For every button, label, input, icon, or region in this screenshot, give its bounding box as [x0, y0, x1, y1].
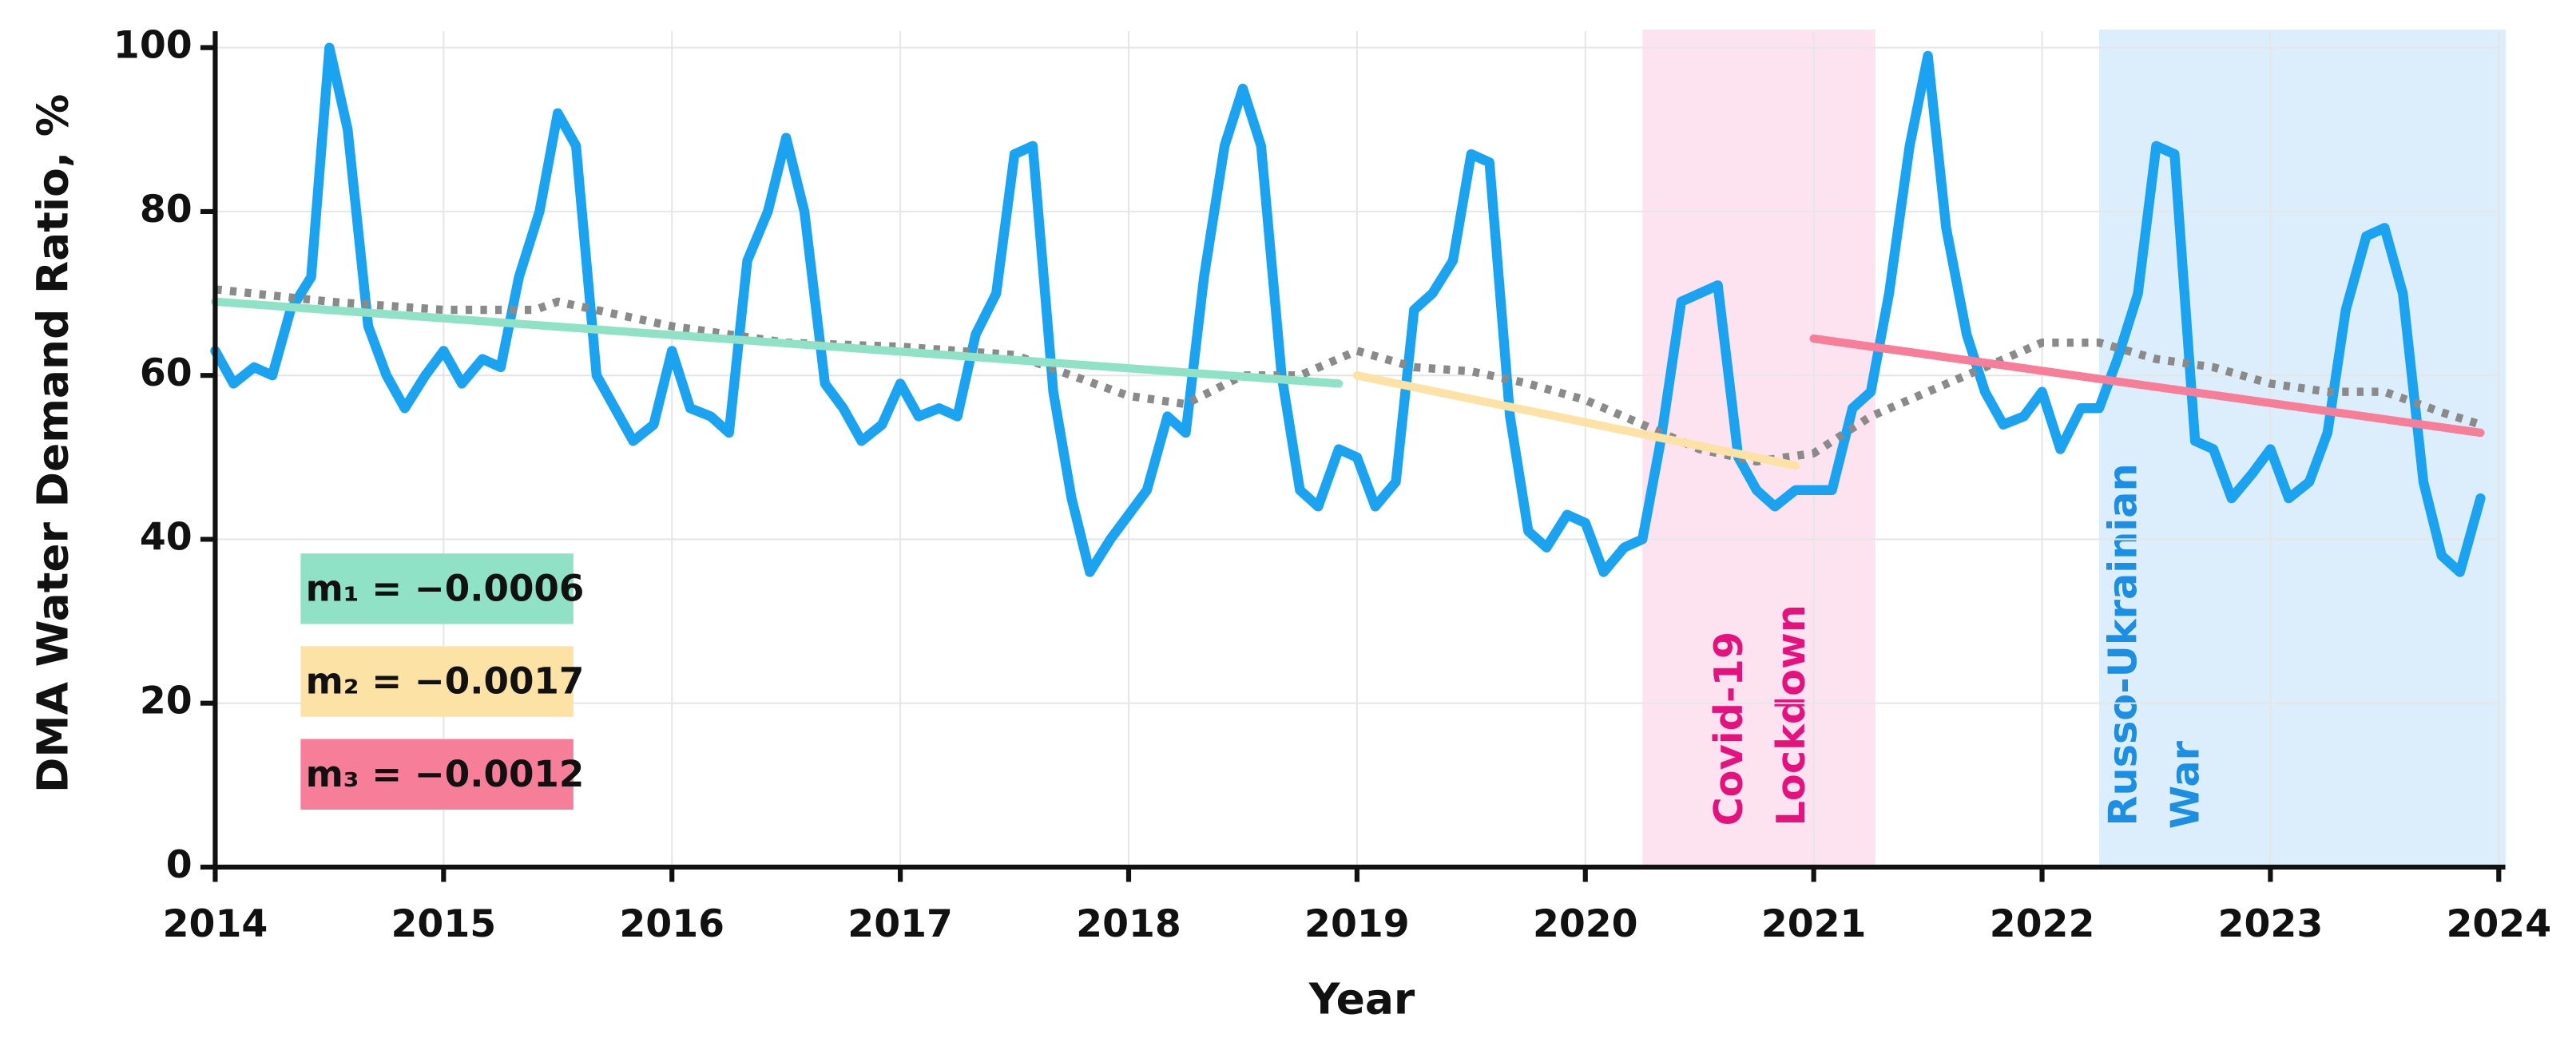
- y-axis-title: DMA Water Demand Ratio, %: [28, 94, 78, 793]
- x-tick-label: 2016: [619, 902, 724, 946]
- highlight-span: [1642, 30, 1875, 867]
- marks: [210, 42, 2486, 577]
- x-tick-label: 2019: [1304, 902, 1410, 946]
- x-tick-label: 2017: [847, 902, 953, 946]
- legend-swatch: [300, 739, 574, 810]
- legend-label: m₂ = −0.0017: [306, 660, 585, 703]
- x-tick-label: 2024: [2446, 902, 2551, 946]
- y-tick-label: 80: [140, 188, 193, 232]
- y-tick-label: 60: [140, 351, 193, 395]
- highlight-span: [2099, 30, 2506, 867]
- y-tick-label: 20: [140, 679, 193, 723]
- data-line: [210, 42, 2486, 577]
- y-tick-label: 40: [140, 515, 193, 559]
- grid: [214, 31, 2500, 868]
- x-tick-label: 2015: [391, 902, 497, 946]
- x-tick-label: 2022: [1990, 902, 2095, 946]
- legend-label: m₃ = −0.0012: [306, 753, 585, 795]
- y-tick-label: 100: [113, 24, 193, 68]
- y-tick-label: 0: [166, 843, 193, 887]
- legend-swatch: [300, 553, 574, 624]
- x-tick-label: 2023: [2218, 902, 2324, 946]
- x-tick-label: 2018: [1076, 902, 1181, 946]
- span-label: Russo-Ukrainian: [2099, 463, 2145, 826]
- spans: Covid-19 Lockdown Russo-Ukrainian War: [1642, 30, 2506, 867]
- legend-label: m₁ = −0.0006: [306, 567, 585, 609]
- legend-swatch: [300, 646, 574, 717]
- axes: 0 20 40 60 80 100 2014 2015 2016 2017 2018 2019 2020…: [113, 24, 2551, 946]
- trend-line: [1352, 371, 1800, 470]
- span-label: War: [2162, 740, 2209, 829]
- x-tick-label: 2014: [163, 902, 268, 946]
- trend-line: [1809, 334, 2485, 438]
- trend-line: [211, 297, 1344, 388]
- span-label: Covid-19: [1705, 632, 1752, 826]
- x-tick-label: 2021: [1761, 902, 1867, 946]
- x-tick-label: 2020: [1533, 902, 1638, 946]
- x-axis-title: Year: [1308, 973, 1415, 1024]
- span-label: Lockdown: [1768, 604, 1814, 826]
